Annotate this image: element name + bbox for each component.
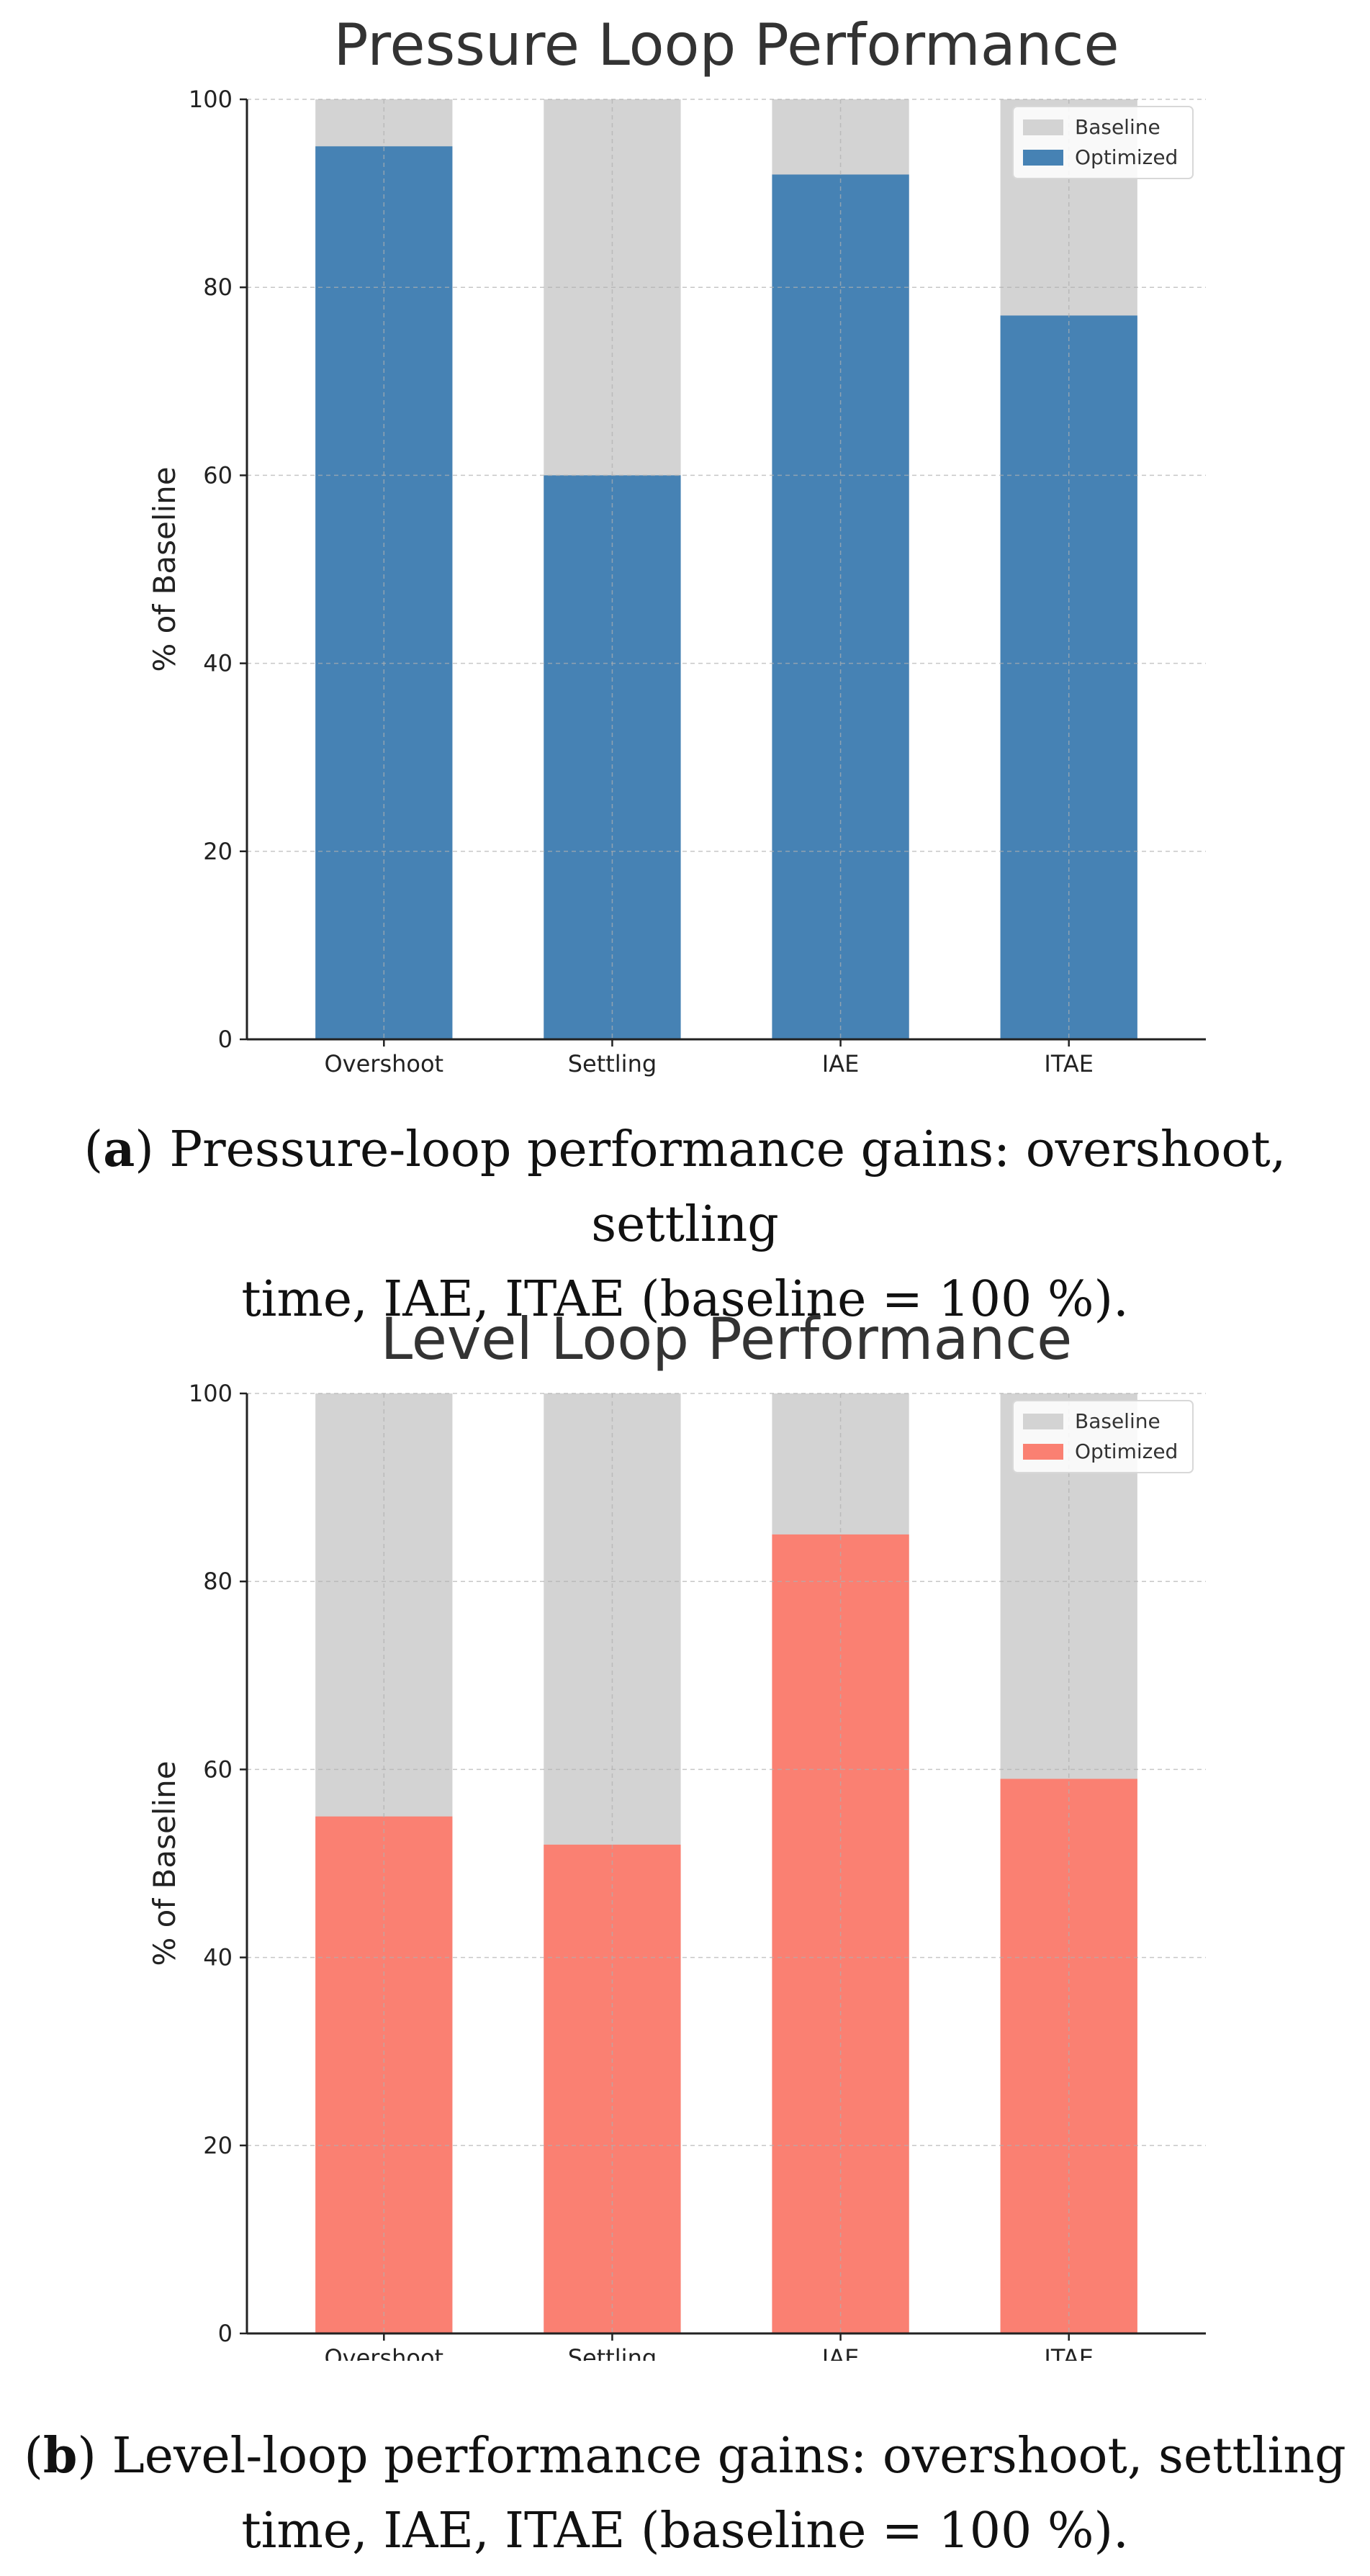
chart-b-ytick-label-100: 100 xyxy=(189,1380,233,1407)
chart-a-ylabel: % of Baseline xyxy=(147,466,182,672)
chart-b-ylabel: % of Baseline xyxy=(147,1761,182,1966)
caption-b: (b) Level-loop performance gains: oversh… xyxy=(24,2427,1346,2559)
chart-b-xtick-label-iae: IAE xyxy=(822,2344,860,2361)
chart-a-ytick-label-20: 20 xyxy=(203,838,233,865)
pressure-loop-chart: Pressure Loop Performance 0 20 40 60 80 100 Ove… xyxy=(147,12,1206,1077)
figure-panel-b: Level Loop Performance 0 20 40 60 80 100 Oversh… xyxy=(0,1296,1370,2576)
chart-b-ytick-label-80: 80 xyxy=(203,1568,233,1595)
chart-a-ytick-label-80: 80 xyxy=(203,274,233,301)
chart-a-xtick-label-overshoot: Overshoot xyxy=(324,1050,443,1077)
chart-b-ytick-label-0: 0 xyxy=(218,2320,233,2347)
chart-a-legend-label-optimized: Optimized xyxy=(1075,145,1178,169)
chart-a-ytick-label-60: 60 xyxy=(203,461,233,489)
chart-a-title: Pressure Loop Performance xyxy=(333,12,1119,78)
chart-a-ytick-label-40: 40 xyxy=(203,650,233,677)
caption-a-label: a xyxy=(103,1121,135,1178)
chart-a-xtick-label-itae: ITAE xyxy=(1044,1050,1094,1077)
chart-b-ytick-label-20: 20 xyxy=(203,2132,233,2159)
chart-b-legend-label-baseline: Baseline xyxy=(1075,1409,1161,1433)
chart-b-title: Level Loop Performance xyxy=(381,1306,1073,1373)
caption-b-label: b xyxy=(42,2427,78,2485)
level-loop-chart: Level Loop Performance 0 20 40 60 80 100 Oversh… xyxy=(147,1306,1206,2361)
figure-panel-a: Pressure Loop Performance 0 20 40 60 80 100 Ove… xyxy=(84,12,1286,1328)
chart-a-xtick-label-iae: IAE xyxy=(822,1050,860,1077)
chart-b-xtick-label-itae: ITAE xyxy=(1044,2344,1094,2361)
chart-a-legend-swatch-optimized xyxy=(1023,150,1063,166)
chart-b-xtick-label-settling: Settling xyxy=(568,2344,657,2361)
chart-b-xtick-label-overshoot: Overshoot xyxy=(324,2344,443,2361)
chart-a-ytick-label-100: 100 xyxy=(189,86,233,113)
caption-b-line2: time, IAE, ITAE (baseline = 100 %). xyxy=(241,2503,1129,2559)
chart-b-legend-swatch-baseline xyxy=(1023,1414,1063,1429)
chart-a-legend-swatch-baseline xyxy=(1023,119,1063,135)
chart-a-xtick-label-settling: Settling xyxy=(568,1050,657,1077)
caption-a: (a) Pressure-loop performance gains: ove… xyxy=(84,1121,1286,1328)
caption-a-line1: Pressure-loop performance gains: oversho… xyxy=(169,1121,1286,1253)
chart-b-legend-swatch-optimized xyxy=(1023,1444,1063,1460)
caption-b-line1: Level-loop performance gains: overshoot,… xyxy=(112,2428,1346,2485)
chart-a-legend-label-baseline: Baseline xyxy=(1075,115,1161,139)
chart-a-ytick-label-0: 0 xyxy=(218,1026,233,1053)
caption-a-line2: time, IAE, ITAE (baseline = 100 %). xyxy=(241,1271,1129,1328)
chart-b-ytick-label-40: 40 xyxy=(203,1944,233,1971)
chart-b-legend-label-optimized: Optimized xyxy=(1075,1440,1178,1463)
chart-b-ytick-label-60: 60 xyxy=(203,1755,233,1783)
